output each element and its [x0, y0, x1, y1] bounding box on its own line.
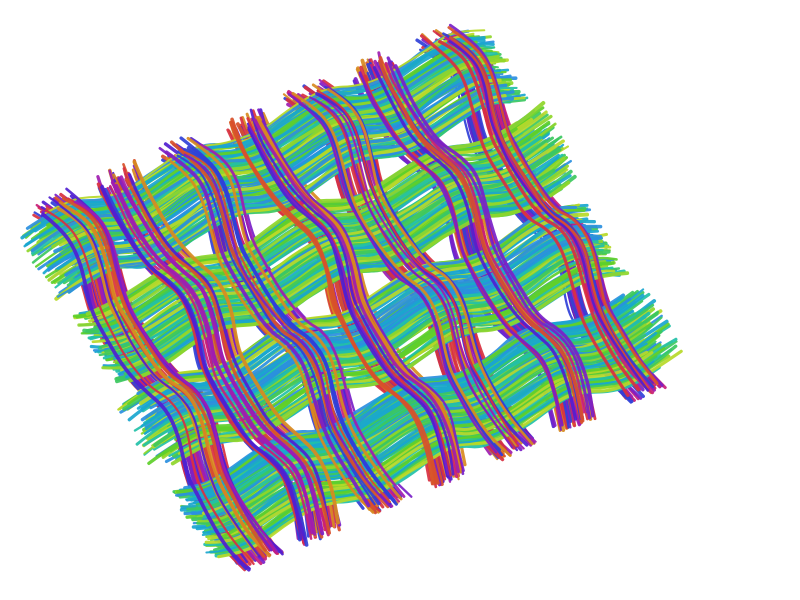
warp-fiber: [138, 212, 590, 406]
weft-fiber: [320, 95, 525, 450]
weft-fiber: [183, 153, 391, 507]
weft-fiber: [132, 160, 340, 525]
weft-fiber: [448, 23, 664, 387]
weft-fiber: [48, 196, 261, 558]
weft-fiber: [176, 154, 376, 506]
weft-fiber: [128, 173, 331, 530]
weft-fiber: [164, 150, 371, 508]
weft-fiber: [58, 201, 271, 558]
weft-fiber: [447, 26, 659, 385]
weft-fiber: [247, 124, 450, 476]
weft-fiber: [109, 184, 313, 540]
weft-fiber: [309, 96, 514, 449]
weft-fiber: [261, 120, 465, 472]
weft-fiber: [229, 120, 436, 486]
weft-fiber: [100, 184, 307, 541]
weft-fiber: [169, 140, 390, 509]
weft-fiber: [291, 91, 512, 457]
weft-fibers-over: [41, 23, 664, 572]
weft-fiber: [186, 136, 403, 501]
warp-fiber: [57, 96, 511, 298]
warp-fiber: [20, 36, 486, 240]
weft-fiber: [114, 183, 317, 536]
weft-fiber: [253, 118, 461, 474]
weft-fiber: [125, 178, 332, 535]
warp-fiber: [91, 142, 548, 344]
weft-fiber: [448, 36, 649, 389]
weft-fiber: [438, 39, 640, 392]
weft-fiber: [420, 34, 630, 397]
weft-fiber: [41, 212, 251, 572]
weft-fiber: [316, 89, 518, 443]
warp-fiber: [30, 48, 480, 253]
weft-fiber: [393, 64, 595, 418]
weft-fiber: [249, 108, 455, 476]
weft-fiber: [61, 196, 267, 552]
weft-fiber: [372, 66, 578, 421]
weft-fiber: [387, 61, 591, 420]
weft-fiber: [298, 102, 504, 457]
weft-fiber: [186, 145, 396, 503]
weft-fiber: [119, 175, 324, 532]
weft-fiber: [44, 209, 255, 566]
weft-fiber: [73, 200, 278, 553]
weft-fiber: [169, 159, 375, 514]
weft-fiber: [448, 40, 650, 392]
weft-fiber: [358, 71, 564, 427]
weft-fiber: [287, 93, 498, 454]
weft-fiber: [378, 59, 585, 423]
weft-fiber: [326, 88, 534, 446]
weft-fiber: [199, 143, 406, 498]
weft-fiber: [181, 150, 391, 503]
warp-fiber: [170, 271, 630, 466]
